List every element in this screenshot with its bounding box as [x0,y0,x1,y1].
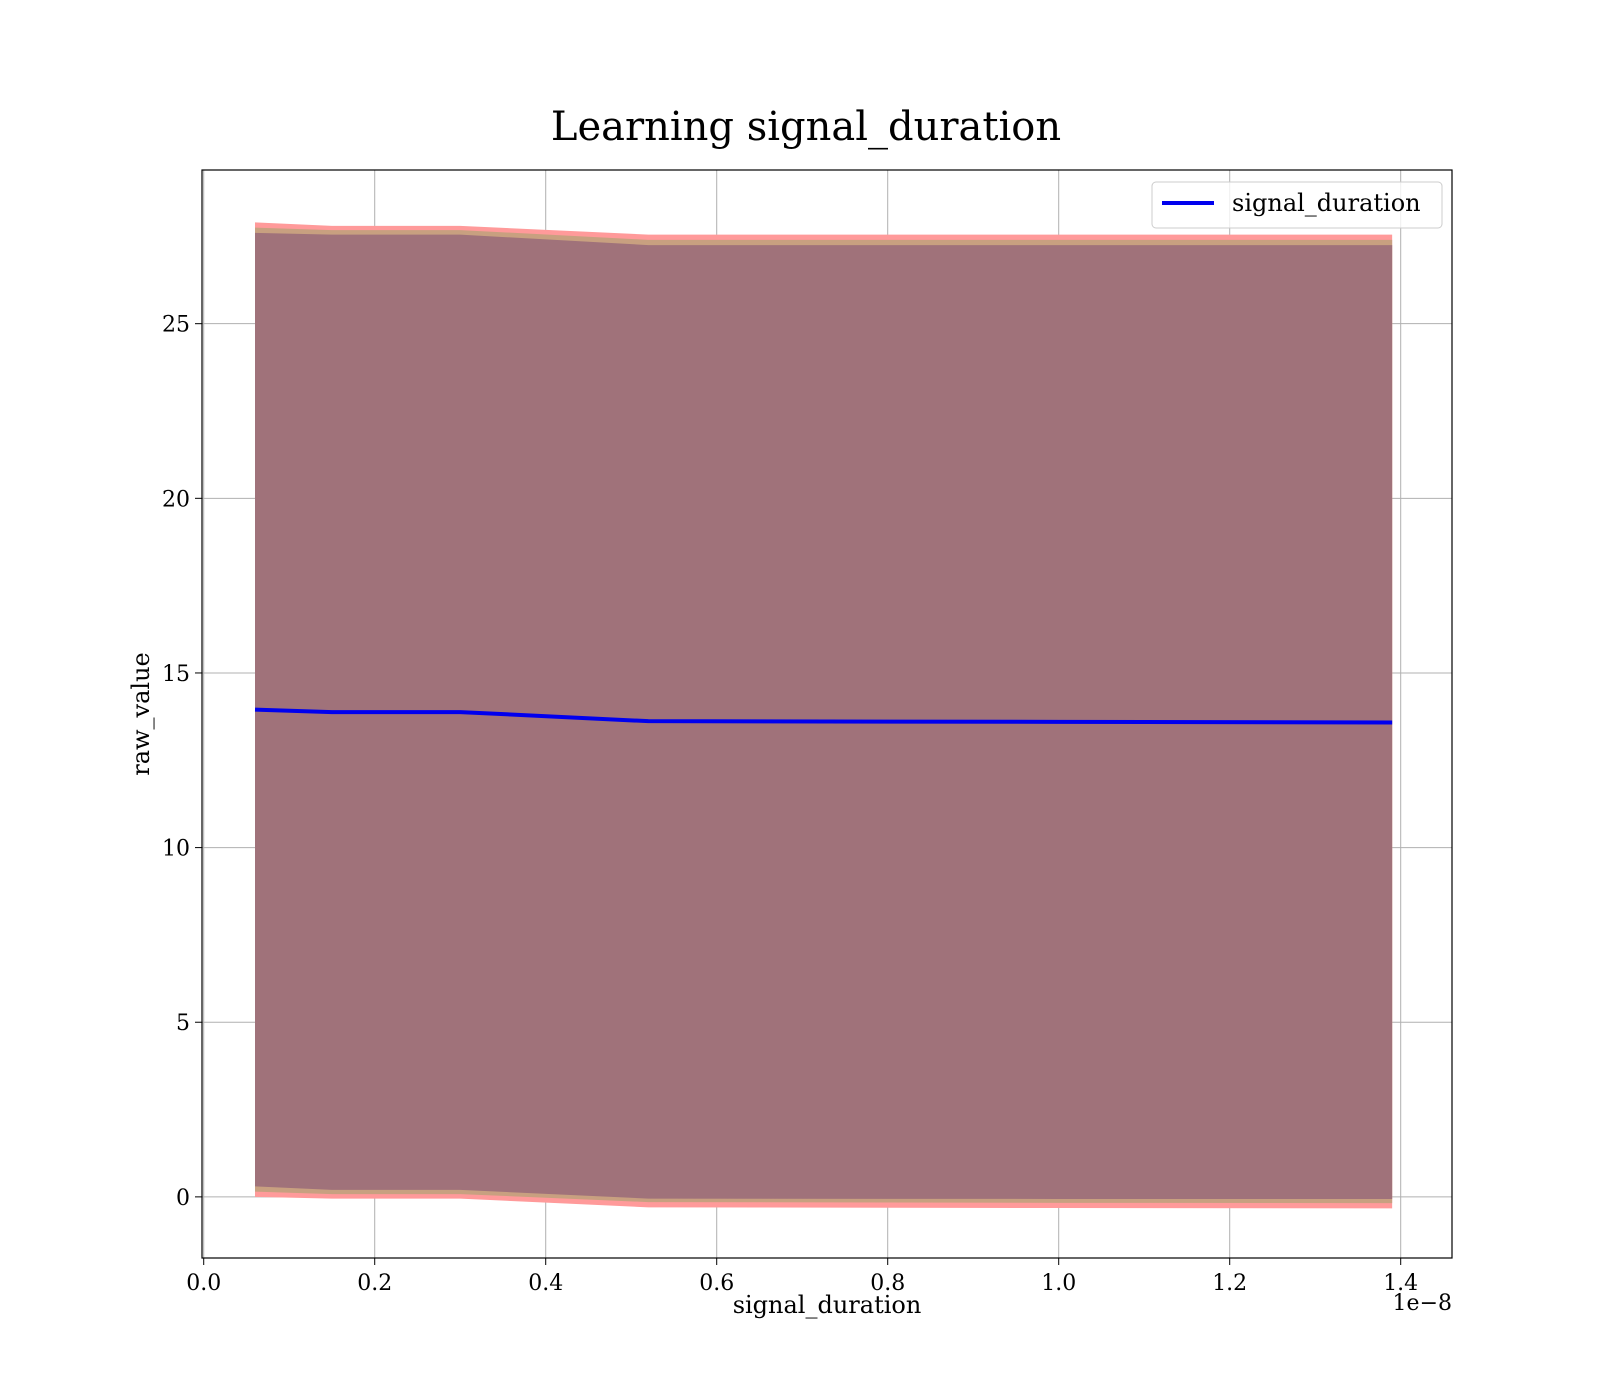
confidence-band [255,232,1393,1199]
x-tick-label: 1.2 [1212,1271,1247,1296]
y-axis-label: raw_value [127,652,155,776]
y-tick-label: 0 [176,1186,190,1211]
y-tick-label: 20 [162,487,190,512]
x-axis-offset-label: 1e−8 [1393,1291,1452,1316]
x-axis-label: signal_duration [733,1291,922,1319]
confidence-bands [255,222,1393,1209]
x-tick-label: 0.4 [528,1271,563,1296]
x-tick-label: 0.2 [357,1271,392,1296]
x-tick-label: 0.0 [186,1271,221,1296]
y-tick-label: 25 [162,313,190,338]
x-tick-label: 0.8 [870,1271,905,1296]
series-lines [254,707,1393,725]
y-tick-label: 5 [176,1011,190,1036]
x-tick-label: 1.0 [1041,1271,1076,1296]
legend-box [1151,181,1443,229]
legend: signal_duration [1151,181,1443,229]
y-tick-label: 15 [162,662,190,687]
y-tick-label: 10 [162,837,190,862]
x-tick-label: 1.4 [1383,1271,1418,1296]
y-axis-ticks: 0 5 10 15 20 25 [162,313,202,1211]
chart-title: Learning signal_duration [551,104,1061,150]
legend-label: signal_duration [1232,189,1421,217]
series-line [254,707,1393,725]
x-tick-label: 0.6 [699,1271,734,1296]
x-axis-ticks: 0.0 0.2 0.4 0.6 0.8 1.0 1.2 1.4 [186,1258,1418,1296]
plot-frame [201,169,1453,1259]
